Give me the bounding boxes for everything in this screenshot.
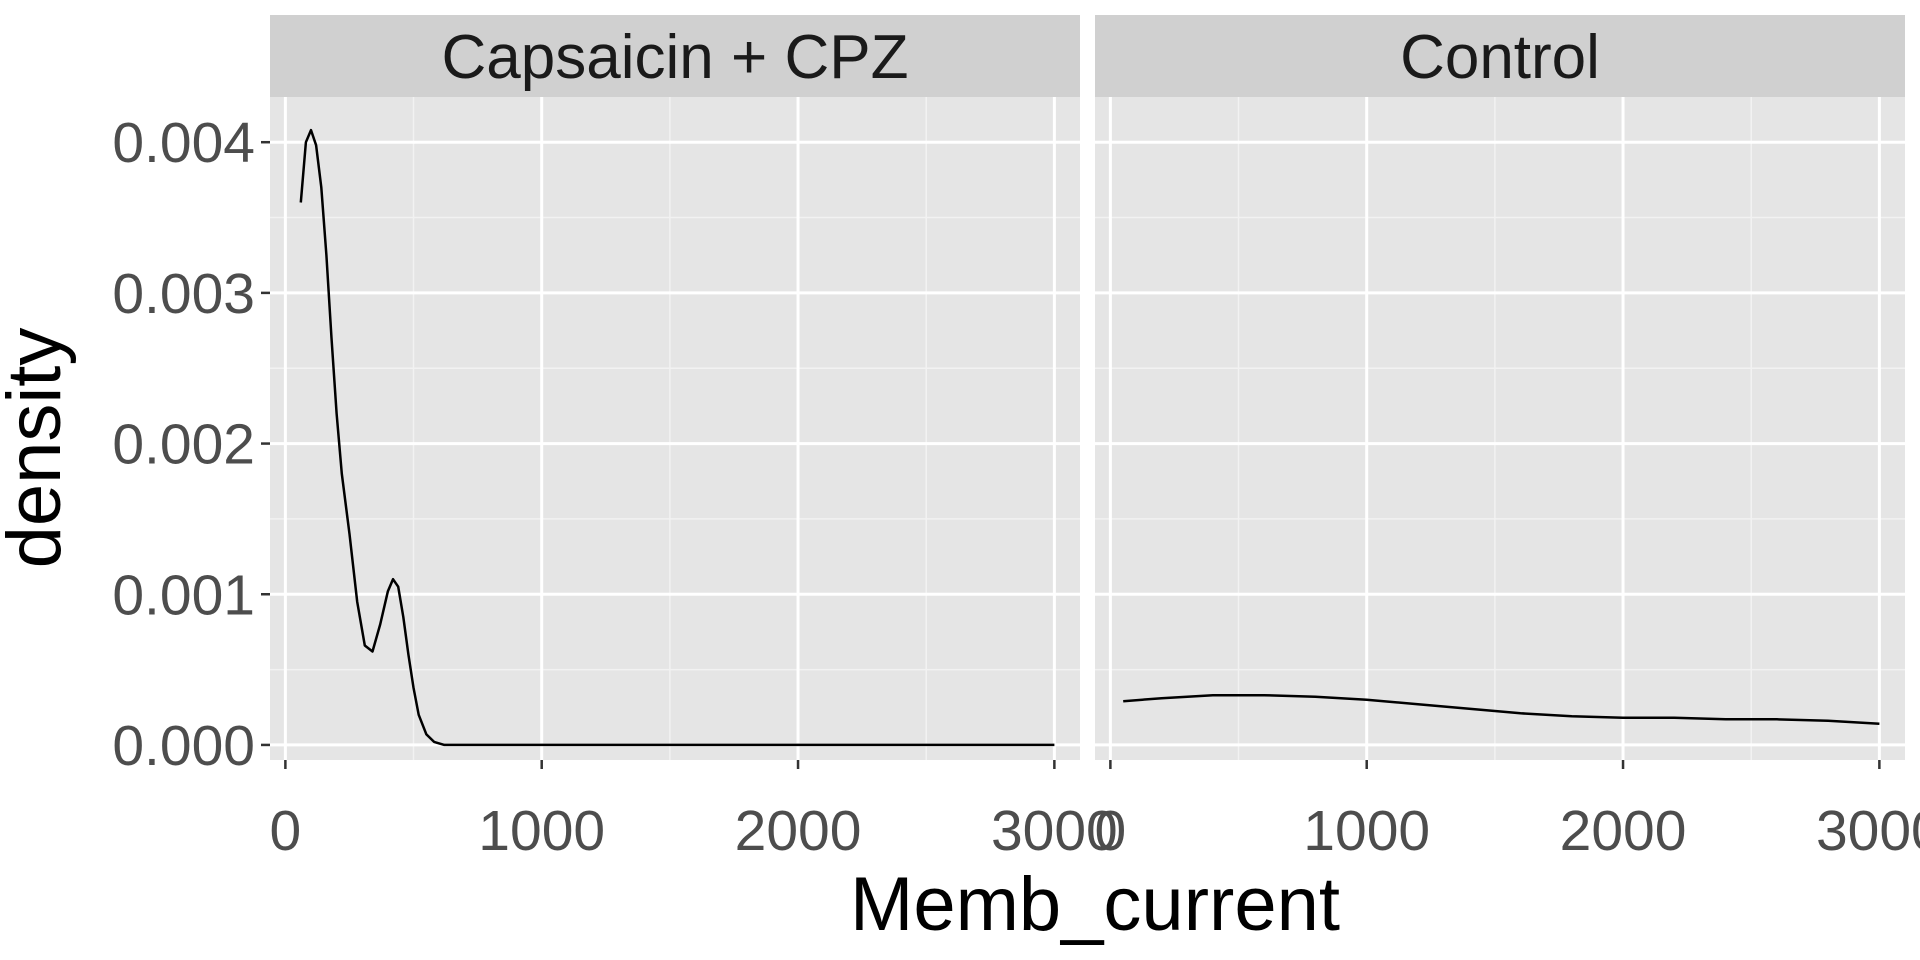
- x-tick-label: 0: [1095, 799, 1127, 863]
- x-tick-label: 2000: [1560, 799, 1687, 863]
- facet-strip-label: Capsaicin + CPZ: [442, 23, 909, 92]
- facet-strip: [270, 15, 1080, 97]
- y-tick-label: 0.000: [112, 714, 255, 778]
- panels-layer: Capsaicin + CPZ 0 1000 2000 3000 Control 0 1000…: [270, 15, 1920, 863]
- facet-strip-label: Control: [1400, 23, 1600, 92]
- panel-background: [270, 97, 1080, 760]
- facet-panel: Control 0 1000 2000 3000: [1095, 15, 1920, 863]
- x-tick-label: 3000: [1816, 799, 1920, 863]
- x-axis-title: Memb_current: [850, 862, 1340, 947]
- x-tick-label: 3000: [991, 799, 1118, 863]
- y-tick-label: 0.004: [112, 111, 255, 175]
- facet-panel: Capsaicin + CPZ 0 1000 2000 3000: [270, 15, 1118, 863]
- x-tick-label: 2000: [735, 799, 862, 863]
- panel-background: [1095, 97, 1905, 760]
- y-axis: 0.000 0.001 0.002 0.003 0.004: [112, 111, 270, 778]
- y-tick-label: 0.003: [112, 262, 255, 326]
- x-tick-label: 0: [270, 799, 302, 863]
- density-line: [1123, 693, 1880, 726]
- y-tick-label: 0.002: [112, 413, 255, 477]
- x-tick-label: 1000: [478, 799, 605, 863]
- y-tick-label: 0.001: [112, 563, 255, 627]
- density-line: [299, 128, 1055, 747]
- facet-strip: [1095, 15, 1905, 97]
- x-tick-label: 1000: [1303, 799, 1430, 863]
- y-axis-title: density: [0, 328, 77, 569]
